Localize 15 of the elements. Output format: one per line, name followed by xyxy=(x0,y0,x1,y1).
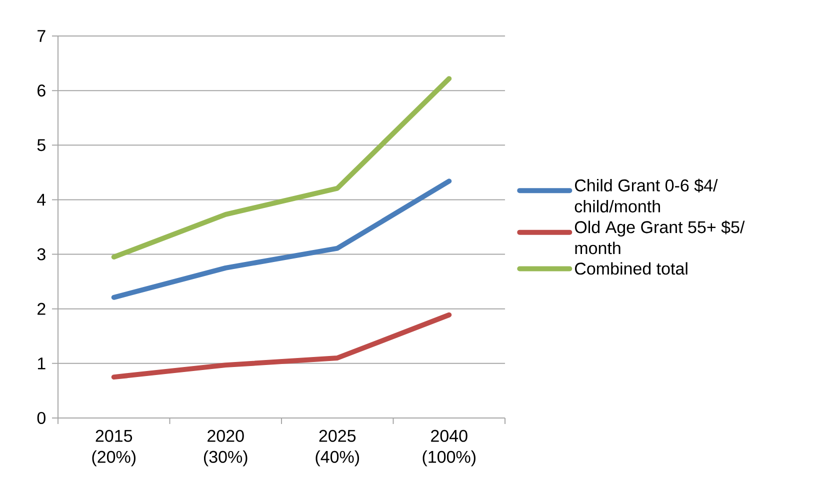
legend-label: Old Age Grant 55+ $5/ month xyxy=(574,220,745,254)
x-tick-label: 2015 (20%) xyxy=(92,430,136,466)
legend-label: Combined total xyxy=(575,262,688,275)
y-tick-label: 2 xyxy=(38,302,46,315)
y-tick-label: 0 xyxy=(37,412,46,424)
x-tick-label: 2020 (30%) xyxy=(204,430,248,466)
y-tick-label: 6 xyxy=(38,84,46,97)
y-tick-label: 4 xyxy=(37,194,46,206)
y-tick-label: 3 xyxy=(37,248,46,260)
y-tick-label: 7 xyxy=(38,30,46,42)
y-tick-label: 5 xyxy=(37,139,46,152)
x-tick-label: 2025 (40%) xyxy=(316,430,359,466)
legend-label: Child Grant 0-6 $4/ child/month xyxy=(574,178,718,212)
y-tick-label: 1 xyxy=(38,358,46,370)
x-tick-label: 2040 (100%) xyxy=(422,430,476,466)
